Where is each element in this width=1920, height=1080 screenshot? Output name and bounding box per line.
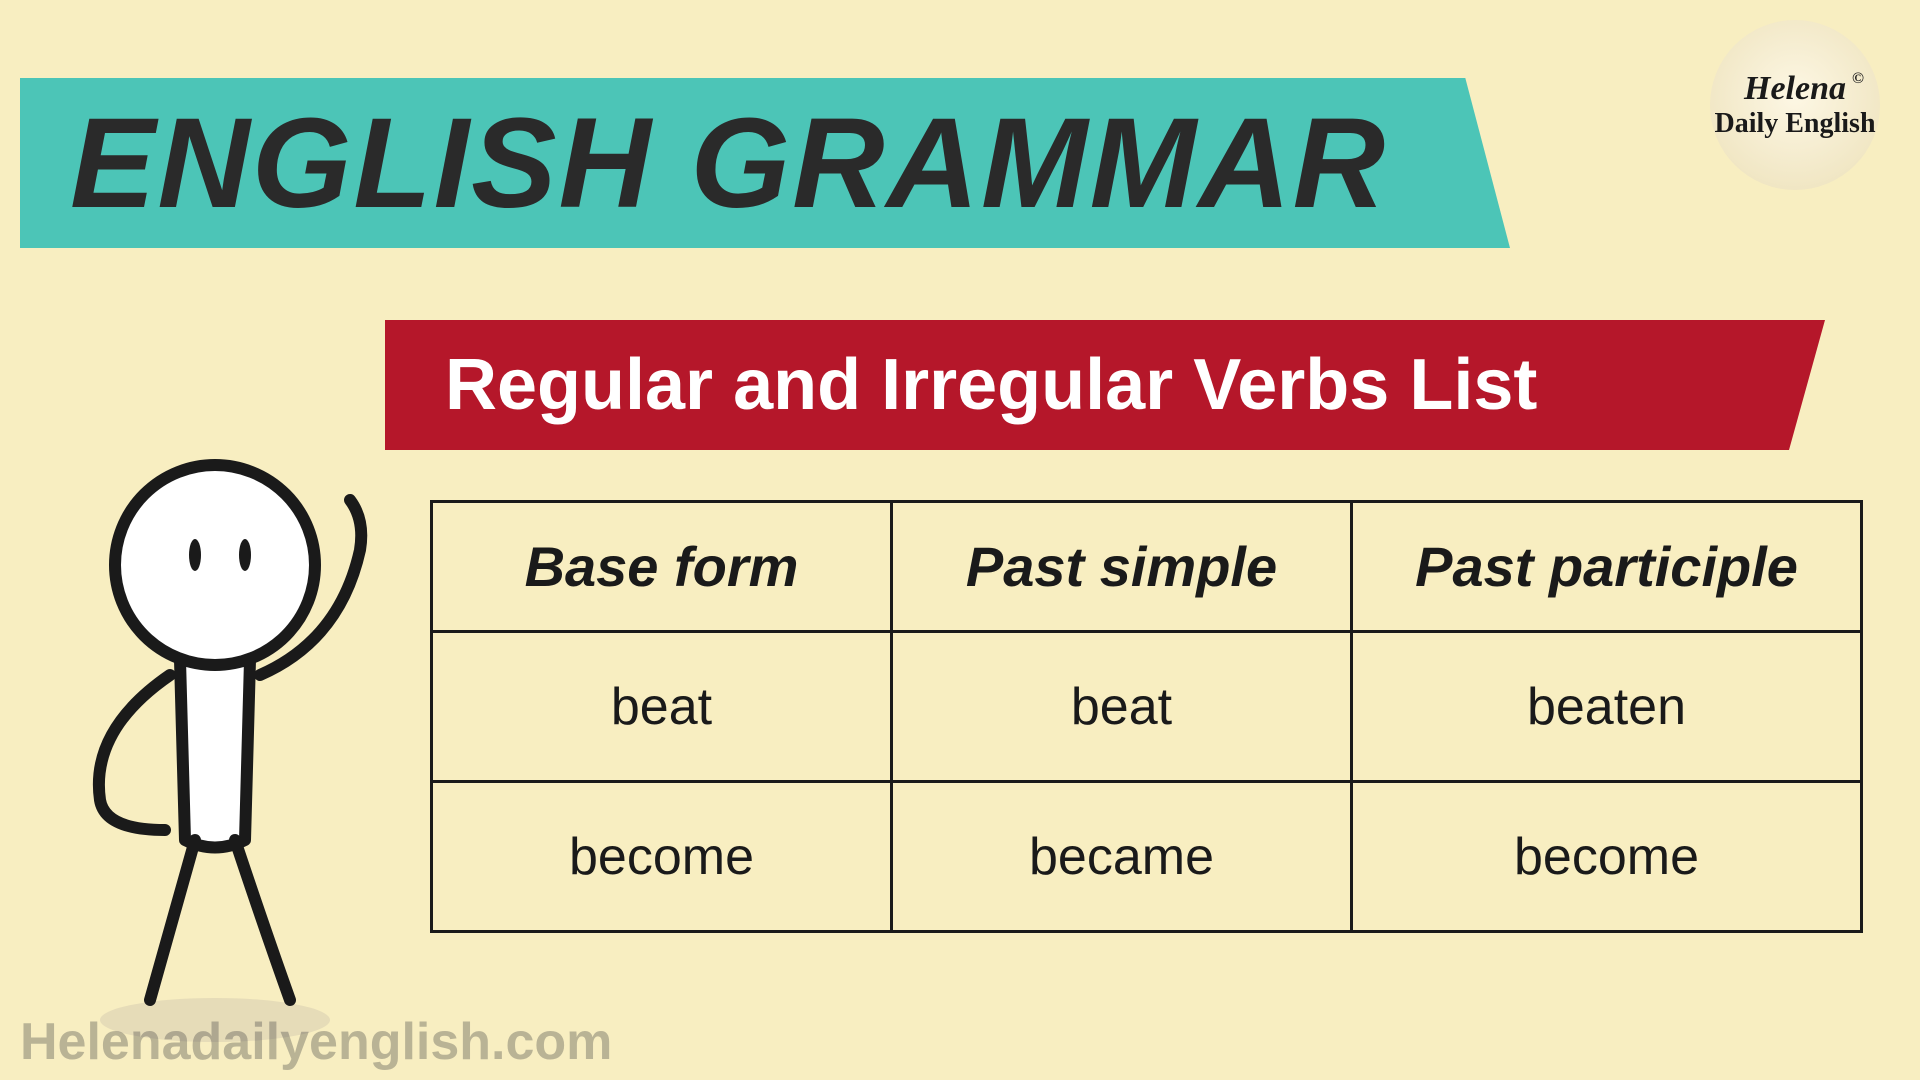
col-header-past-simple: Past simple [892,502,1352,632]
cell-past-simple: beat [892,632,1352,782]
cell-past-participle: become [1352,782,1862,932]
page-subtitle: Regular and Irregular Verbs List [445,344,1537,426]
cell-past-participle: beaten [1352,632,1862,782]
stickfigure-icon [30,410,410,1050]
table-header-row: Base form Past simple Past participle [432,502,1862,632]
col-header-base: Base form [432,502,892,632]
verb-table: Base form Past simple Past participle be… [430,500,1863,933]
table-row: beat beat beaten [432,632,1862,782]
logo-name: Helena [1744,70,1846,107]
cell-base: beat [432,632,892,782]
cell-base: become [432,782,892,932]
logo-badge: Helena © Daily English [1710,20,1880,190]
page-title: ENGLISH GRAMMAR [70,90,1387,237]
subtitle-banner: Regular and Irregular Verbs List [385,320,1825,450]
col-header-past-participle: Past participle [1352,502,1862,632]
cell-past-simple: became [892,782,1352,932]
copyright-icon: © [1852,70,1864,88]
table-row: become became become [432,782,1862,932]
logo-line2: Daily English [1714,108,1875,140]
logo-line1: Helena © [1744,70,1846,108]
title-banner: ENGLISH GRAMMAR [20,78,1510,248]
footer-url: Helenadailyenglish.com [20,1012,612,1072]
